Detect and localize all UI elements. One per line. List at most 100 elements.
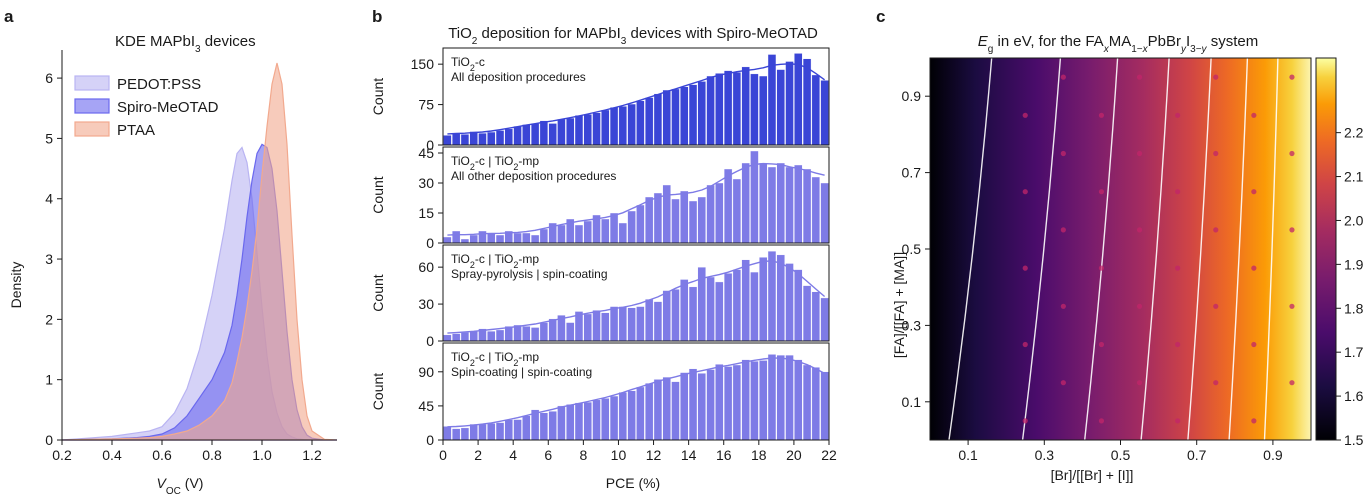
panel-b-x-tick-label: 12 [646, 447, 662, 463]
subplot-frame [442, 146, 830, 244]
histogram-bar [697, 196, 706, 244]
histogram-bar [644, 382, 654, 441]
subplot-frame [442, 244, 830, 342]
panel-a-x-tick-label: 0.4 [102, 447, 122, 463]
subplot-y-tick-label: 60 [418, 259, 434, 275]
subplot-y-axis-label: Count [370, 78, 386, 115]
colorbar-tick-label: 1.9 [1344, 256, 1364, 272]
panel-a-y-tick-label: 1 [45, 372, 53, 388]
histogram-bar [706, 276, 715, 342]
histogram-bar [469, 423, 478, 441]
sample-point [1251, 341, 1257, 348]
panel-a-y-tick-label: 5 [45, 130, 53, 146]
histogram-bar [451, 428, 461, 441]
panel-b-x-tick-label: 18 [751, 447, 767, 463]
histogram-bar [539, 120, 549, 146]
histogram-bar [653, 379, 663, 441]
histogram-bar [460, 332, 470, 342]
histogram-bar [723, 168, 733, 244]
panel-a-legend: PEDOT:PSS Spiro-MeOTAD PTAA [74, 75, 219, 139]
sample-point [1251, 189, 1257, 195]
subplot-y-axis-label: Count [370, 274, 386, 311]
histogram-bar [636, 204, 645, 244]
histogram-bar [451, 333, 461, 342]
colorbar-tick-label: 1.5 [1344, 432, 1364, 448]
subplot-y-tick-label: 30 [418, 296, 434, 312]
histogram-bar [697, 373, 706, 441]
histogram-bar [566, 322, 575, 342]
contour-line [1140, 57, 1170, 441]
histogram-bar [741, 359, 750, 441]
histogram-bar [680, 372, 689, 441]
histogram-bar [750, 360, 759, 441]
histogram-bar [794, 269, 803, 342]
histogram-bar [662, 89, 671, 146]
histogram-bar [609, 212, 619, 244]
histogram-bar [759, 360, 768, 441]
histogram-density-curve [447, 162, 825, 236]
panel-a-y-tick-label: 4 [45, 191, 53, 207]
sample-point [1060, 303, 1066, 309]
histogram-bar [820, 297, 829, 342]
histogram-subplot-2: 0 30 60 Count TiO2-c | TiO2-mpSpray-pyrolysi… [370, 244, 830, 349]
sample-point [1289, 303, 1295, 309]
histogram-bar [627, 210, 636, 244]
legend-label: Spiro-MeOTAD [117, 99, 219, 116]
subplot-y-tick-label: 45 [418, 398, 434, 414]
panel-c-x-tick-label: 0.7 [1187, 447, 1207, 463]
subplot-label-line2: All deposition procedures [451, 70, 586, 84]
panel-a-x-tick-label: 0.8 [202, 447, 222, 463]
subplot-y-tick-label: 0 [426, 432, 434, 448]
histogram-bar [680, 190, 689, 244]
histogram-bar [723, 273, 733, 342]
panel-c-colorbar: 1.5 1.6 1.7 1.8 1.9 2.0 2.1 2.2 [1315, 57, 1364, 448]
contour-line [1263, 57, 1279, 441]
histogram-bar [802, 285, 812, 342]
subplot-y-tick-label: 0 [426, 333, 434, 349]
histogram-bar [487, 330, 496, 342]
panel-c-x-tick-label: 0.9 [1263, 447, 1283, 463]
histogram-bar [671, 381, 680, 441]
panel-a-y-axis-label: Density [8, 262, 24, 309]
sample-point [1060, 380, 1066, 386]
histogram-bar [811, 367, 821, 441]
histogram-bar [802, 168, 812, 244]
panel-b-x-tick-label: 6 [544, 447, 552, 463]
histogram-bar [583, 114, 592, 146]
histogram-bar [741, 259, 750, 342]
kde-area-series-2 [61, 62, 338, 441]
panel-b-x-tick-label: 2 [474, 447, 482, 463]
histogram-bar [776, 69, 785, 146]
histogram-bar [627, 307, 636, 342]
histogram-bar [530, 123, 540, 146]
subplot-label-line2: All other deposition procedures [451, 169, 616, 183]
colorbar-tick-label: 1.8 [1344, 300, 1364, 316]
histogram-density-curve [447, 63, 826, 135]
contour-line [1084, 57, 1119, 441]
sample-point [1098, 418, 1105, 424]
histogram-bar [601, 398, 610, 441]
subplot-y-tick-label: 90 [418, 364, 434, 380]
panel-a-x-axis-label: VOC (V) [157, 475, 204, 494]
histogram-bar [601, 218, 610, 244]
subplot-y-tick-label: 0 [426, 137, 434, 153]
histogram-bar [636, 306, 645, 342]
panel-a-title: KDE MAPbI3 devices [115, 33, 256, 55]
histogram-bar [715, 182, 724, 244]
histogram-bar [574, 402, 584, 441]
histogram-bar [688, 286, 698, 342]
sample-point [1213, 380, 1219, 386]
histogram-bar [513, 232, 522, 244]
histogram-bar [662, 184, 671, 244]
histogram-bar [495, 329, 505, 342]
histogram-bar [811, 291, 821, 342]
histogram-bar [443, 426, 452, 441]
sample-point [1098, 265, 1105, 271]
histogram-bar [653, 93, 663, 146]
panel-c-y-axis-label: [FA]/[[FA] + [MA]] [891, 252, 907, 358]
histogram-bar [557, 405, 566, 441]
panel-c-x-tick-label: 0.1 [958, 447, 978, 463]
panel-b-x-axis-label: PCE (%) [606, 475, 660, 491]
